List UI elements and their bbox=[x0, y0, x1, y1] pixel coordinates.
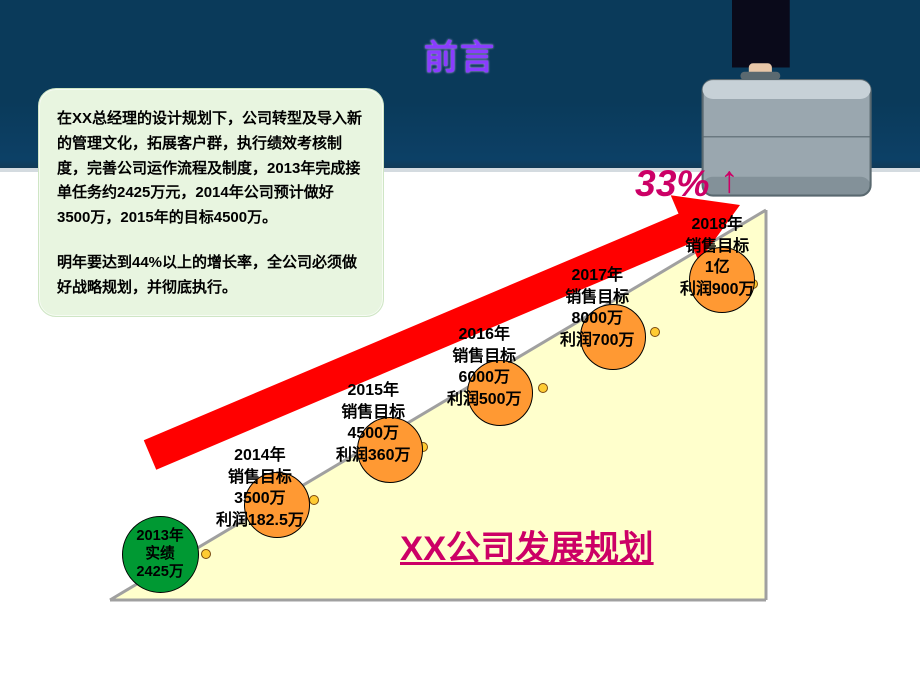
page-title: 前言 bbox=[0, 30, 920, 79]
up-arrow-icon: ↑ bbox=[720, 158, 739, 201]
connector-dot bbox=[309, 495, 319, 505]
growth-percent: 33% bbox=[635, 162, 710, 205]
year-label-1: 2015年 销售目标 4500万 利润360万 bbox=[336, 380, 410, 466]
intro-paragraph-1: 在XX总经理的设计规划下，公司转型及导入新的管理文化，拓展客户群，执行绩效考核制… bbox=[57, 107, 365, 231]
year-label-4: 2018年 销售目标 1亿 利润900万 bbox=[680, 214, 754, 300]
plan-title: XX公司发展规划 bbox=[400, 520, 654, 570]
year-label-2: 2016年 销售目标 6000万 利润500万 bbox=[447, 324, 521, 410]
connector-dot bbox=[201, 549, 211, 559]
intro-box: 在XX总经理的设计规划下，公司转型及导入新的管理文化，拓展客户群，执行绩效考核制… bbox=[38, 88, 384, 317]
connector-dot bbox=[650, 327, 660, 337]
connector-dot bbox=[538, 383, 548, 393]
year-label-0: 2014年 销售目标 3500万 利润182.5万 bbox=[216, 445, 304, 531]
year-label-3: 2017年 销售目标 8000万 利润700万 bbox=[560, 265, 634, 351]
intro-paragraph-2: 明年要达到44%以上的增长率，全公司必须做好战略规划，并彻底执行。 bbox=[57, 251, 365, 301]
year-bubble-0: 2013年 实绩 2425万 bbox=[122, 516, 199, 593]
